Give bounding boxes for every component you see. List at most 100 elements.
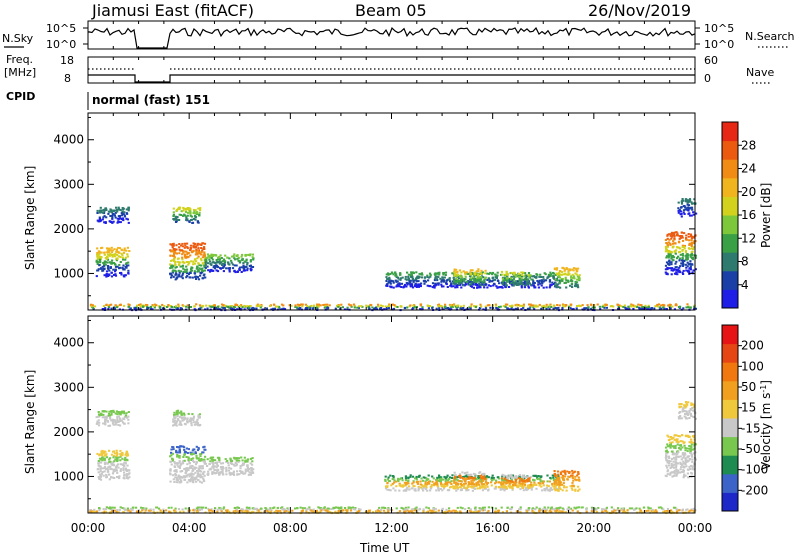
power-echo-cell [187, 255, 190, 258]
velocity-echo-cell [116, 476, 119, 479]
velocity-echo-cell [686, 450, 689, 453]
velocity-echo-cell [183, 448, 186, 451]
velocity-echo-cell [398, 478, 401, 481]
velocity-echo-cell [418, 474, 421, 477]
velocity-echo-cell [562, 482, 565, 485]
velocity-echo-cell [192, 417, 195, 420]
power-echo-cell [205, 258, 208, 261]
power-echo-cell [456, 275, 459, 278]
power-echo-cell [691, 258, 694, 261]
velocity-echo-cell [389, 474, 392, 477]
velocity-echo-cell [440, 477, 443, 480]
velocity-echo-cell [391, 475, 394, 477]
power-echo-cell [91, 306, 94, 309]
power-echo-cell [112, 220, 115, 223]
power-echo-cell [689, 255, 692, 258]
power-echo-cell [238, 266, 241, 269]
power-echo-cell [686, 265, 689, 268]
velocity-echo-cell [200, 470, 203, 473]
power-echo-cell [446, 286, 449, 288]
power-echo-cell [666, 244, 669, 247]
velocity-echo-cell [681, 446, 684, 449]
velocity-echo-cell [683, 415, 686, 418]
power-echo-cell [117, 217, 121, 220]
power-echo-cell [523, 283, 526, 286]
power-echo-cell [410, 275, 413, 278]
velocity-echo-cell [574, 488, 577, 491]
power-echo-cell [527, 286, 530, 289]
velocity-echo-cell [145, 507, 148, 510]
power-echo-cell [448, 277, 451, 280]
velocity-echo-cell [242, 462, 246, 465]
power-echo-cell [290, 304, 293, 307]
velocity-echo-cell [172, 418, 175, 421]
power-echo-cell [308, 306, 311, 309]
power-echo-cell [576, 305, 579, 307]
power-echo-cell [442, 272, 445, 274]
power-echo-cell [98, 218, 101, 221]
power-echo-cell [522, 271, 525, 274]
power-echo-cell [172, 254, 175, 257]
power-echo-cell [387, 281, 390, 284]
velocity-echo-cell [513, 476, 516, 479]
velocity-echo-cell [181, 476, 184, 479]
power-echo-cell [691, 271, 694, 274]
power-echo-cell [680, 259, 684, 262]
power-echo-cell [434, 277, 437, 280]
velocity-echo-cell [178, 465, 181, 468]
power-echo-cell [428, 305, 432, 307]
velocity-echo-cell [556, 470, 560, 473]
power-echo-cell [97, 256, 100, 259]
power-echo-cell [175, 266, 178, 268]
power-echo-cell [441, 276, 444, 279]
velocity-echo-cell [453, 471, 456, 474]
velocity-echo-cell [480, 477, 483, 480]
velocity-echo-cell [683, 473, 686, 476]
power-echo-cell [486, 304, 489, 307]
velocity-echo-cell [228, 466, 231, 469]
power-echo-cell [476, 286, 479, 289]
velocity-echo-cell [106, 467, 109, 470]
power-echo-cell [665, 261, 669, 264]
power-echo-cell [570, 275, 573, 278]
velocity-echo-cell [429, 509, 432, 512]
velocity-echo-cell [152, 508, 155, 511]
velocity-echo-cell [427, 474, 430, 477]
power-echo-cell [527, 281, 530, 284]
velocity-echo-cell [521, 476, 524, 478]
power-colorbar-swatch [722, 159, 738, 179]
velocity-echo-cell [679, 461, 682, 464]
velocity-echo-cell [123, 473, 126, 476]
velocity-echo-cell [468, 482, 471, 485]
velocity-echo-cell [183, 417, 187, 420]
power-echo-cell [545, 305, 548, 308]
frequency-panel: Freq. [MHz] 18 8 60 0 Nave [4, 53, 774, 85]
velocity-echo-cell [466, 471, 469, 474]
velocity-echo-cell [473, 476, 476, 479]
power-echo-cell [96, 252, 99, 254]
power-echo-cell [175, 270, 178, 273]
power-echo-cell [473, 278, 476, 281]
power-echo-cell [673, 308, 676, 311]
power-echo-cell [448, 278, 451, 281]
power-echo-cell [208, 260, 212, 263]
power-echo-cell [506, 275, 509, 278]
power-echo-cell [433, 279, 436, 282]
power-echo-cell [677, 207, 680, 210]
power-echo-cell [535, 305, 538, 308]
power-echo-cell [479, 278, 482, 281]
velocity-echo-cell [120, 419, 123, 422]
power-echo-cell [181, 261, 184, 264]
velocity-echo-cell [676, 451, 679, 454]
velocity-echo-cell [465, 487, 469, 490]
power-echo-cell [352, 303, 356, 306]
velocity-echo-cell [679, 448, 682, 451]
velocity-echo-cell [112, 420, 115, 423]
velocity-echo-cell [486, 485, 489, 488]
velocity-echo-cell [203, 445, 206, 448]
power-echo-cell [177, 269, 180, 272]
power-colorbar-swatch [722, 252, 738, 272]
velocity-echo-cell [690, 443, 693, 446]
power-echo-cell [381, 305, 384, 308]
power-echo-cell [440, 280, 443, 283]
